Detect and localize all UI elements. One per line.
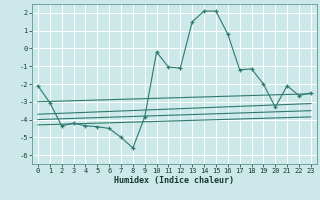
X-axis label: Humidex (Indice chaleur): Humidex (Indice chaleur) [115, 176, 234, 185]
